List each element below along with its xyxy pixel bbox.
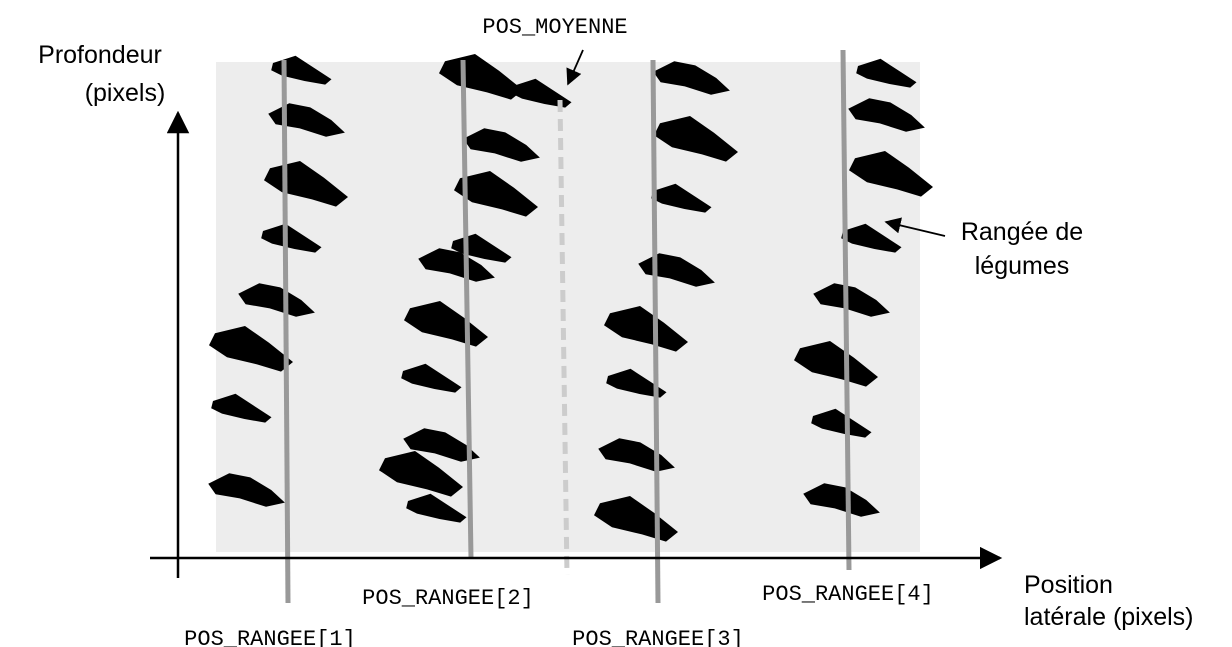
field-image: [216, 62, 920, 552]
y-axis-label: Profondeur: [38, 41, 162, 69]
diagram: Profondeur (pixels) Position latérale (p…: [0, 0, 1232, 647]
annotation: Rangée de: [961, 218, 1083, 246]
x-axis-label: Position: [1024, 571, 1113, 599]
row-label: POS_RANGEE[2]: [362, 586, 534, 611]
x-axis-label: latérale (pixels): [1024, 603, 1194, 631]
y-axis-label: (pixels): [85, 79, 166, 107]
annotation: POS_MOYENNE: [482, 15, 627, 40]
annotation: légumes: [975, 252, 1070, 280]
row-label: POS_RANGEE[3]: [572, 627, 744, 647]
row-label: POS_RANGEE[4]: [762, 582, 934, 607]
row-label: POS_RANGEE[1]: [184, 627, 356, 647]
